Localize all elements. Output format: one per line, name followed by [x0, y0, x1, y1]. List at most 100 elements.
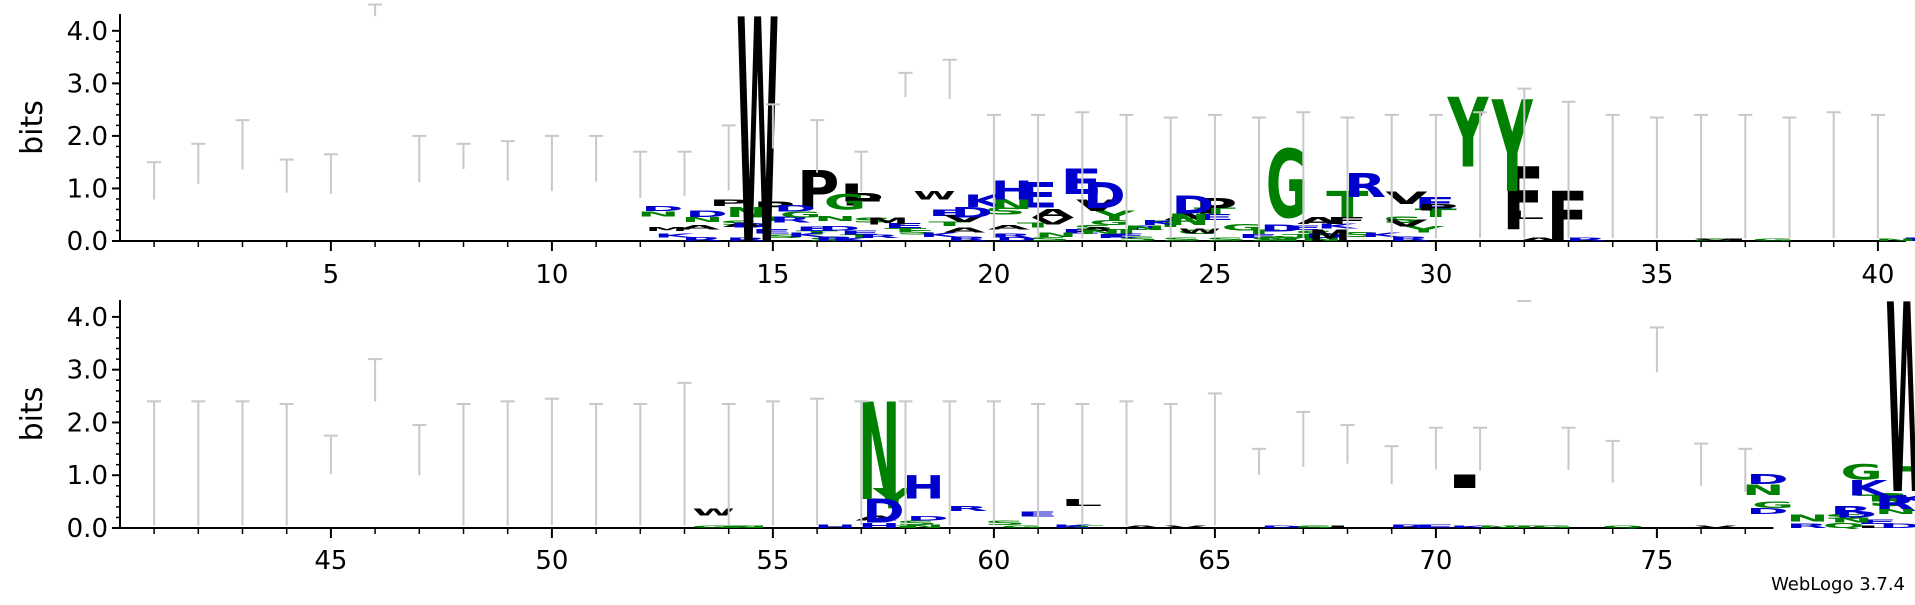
logo-letter-R: R — [1874, 491, 1915, 517]
logo-letter-T: T — [1503, 525, 1545, 529]
logo-letter-T: T — [840, 234, 882, 239]
logo-letter-S: S — [1161, 237, 1203, 242]
logo-letter-K: K — [1052, 524, 1094, 529]
y-tick-label: 2.0 — [67, 408, 108, 438]
logo-letter-R: R — [858, 234, 900, 239]
logo-letter-K: K — [787, 232, 829, 239]
logo-letter-M: M — [866, 216, 908, 228]
y-axis-label: bits — [15, 387, 50, 442]
logo-letter-T: T — [1061, 525, 1103, 529]
logo-letter-M: M — [645, 227, 687, 233]
logo-letter-V: V — [1695, 525, 1737, 529]
logo-letter-D: D — [686, 209, 728, 219]
logo-letter-I: I — [1444, 471, 1486, 493]
logo-letter-R: R — [725, 237, 767, 242]
logo-letter-D: D — [1879, 523, 1915, 530]
logo-letter-V: V — [1164, 525, 1206, 529]
logo-letter-P: P — [841, 190, 883, 210]
x-tick-label: 30 — [1419, 260, 1452, 290]
logo-letter-K: K — [1892, 493, 1915, 505]
logo-letter-Y: Y — [1447, 80, 1490, 190]
y-tick-label: 3.0 — [67, 69, 108, 99]
logo-letter-H: H — [814, 524, 856, 529]
x-tick-label: 15 — [756, 260, 789, 290]
logo-letter-G: G — [780, 210, 822, 219]
logo-letter-D: D — [862, 493, 904, 531]
logo-letter-N: N — [1477, 525, 1519, 529]
logo-letter-R: R — [1565, 237, 1607, 242]
logo-letter-N: N — [1123, 224, 1165, 231]
logo-letter-S: S — [896, 229, 938, 236]
logo-letter-A: A — [1518, 237, 1560, 242]
x-tick-label: 40 — [1861, 260, 1894, 290]
logo-letter-D: D — [641, 204, 683, 213]
logo-letter-T: T — [928, 220, 970, 228]
logo-letter-R: R — [814, 236, 856, 243]
logo-letter-T: T — [752, 215, 794, 223]
logo-letter-A: A — [855, 514, 897, 522]
logo-letter-D: D — [1260, 525, 1302, 529]
logo-letter-R: R — [1344, 166, 1386, 205]
logo-letter-R: R — [769, 216, 811, 225]
x-tick-label: 45 — [314, 546, 347, 576]
logo-letter-N: N — [637, 210, 679, 218]
logo-letter-H: H — [902, 469, 944, 506]
logo-letter-D: D — [995, 236, 1037, 242]
logo-letter-L: L — [1326, 525, 1368, 529]
logo-letter-S: S — [1205, 237, 1247, 242]
logo-letter-M: M — [1308, 226, 1350, 245]
x-tick-label: 20 — [977, 260, 1010, 290]
logo-letter-W: W — [913, 189, 955, 202]
logo-letter-K: K — [919, 232, 961, 239]
logo-letter-V: V — [1032, 216, 1075, 228]
logo-letter-V: V — [1076, 197, 1118, 215]
logo-letter-T: T — [1901, 460, 1915, 502]
logo-letter-D: D — [818, 224, 860, 232]
logo-letter-S: S — [1691, 238, 1733, 242]
logo-letter-R: R — [1786, 523, 1828, 530]
logo-letter-E: E — [795, 226, 837, 233]
y-tick-label: 4.0 — [67, 17, 108, 47]
logo-letter-S: S — [896, 519, 938, 526]
logo-letter-R: R — [681, 236, 723, 242]
logo-letter-K: K — [1361, 232, 1403, 239]
logo-letter-E: E — [1414, 524, 1456, 529]
logo-letter-W: W — [1179, 227, 1221, 235]
logo-letter-K: K — [1847, 476, 1890, 501]
logo-letter-N: N — [1079, 229, 1121, 236]
logo-letter-A: A — [678, 224, 720, 231]
logo-letter-S: S — [984, 519, 1026, 526]
logo-letter-Y: Y — [872, 483, 915, 515]
logo-letter-S: S — [1824, 512, 1866, 520]
logo-letter-K: K — [1096, 233, 1138, 239]
logo-letter-L: L — [1856, 525, 1898, 529]
logo-letter-N: N — [1035, 231, 1077, 238]
logo-letter-K: K — [1317, 222, 1359, 231]
logo-letter-H: H — [991, 176, 1033, 206]
logo-letter-T: T — [1857, 493, 1899, 504]
logo-letter-Y: Y — [1402, 225, 1445, 235]
y-tick-label: 1.0 — [67, 461, 108, 491]
logo-letter-K: K — [654, 233, 696, 239]
logo-letter-S: S — [1249, 237, 1291, 242]
logo-letter-E: E — [751, 228, 793, 235]
logo-letter-S: S — [1868, 490, 1910, 510]
logo-letter-D: D — [1260, 222, 1302, 234]
logo-letter-H: H — [858, 522, 900, 530]
logo-letter-N: N — [681, 216, 723, 224]
logo-letter-V: V — [1695, 238, 1737, 242]
logo-letter-Q: Q — [1823, 521, 1865, 529]
logo-letter-R: R — [946, 505, 988, 513]
logo-letter-P: P — [709, 198, 751, 208]
logo-letter-R: R — [1388, 524, 1430, 529]
logo-letter-K: K — [1450, 525, 1492, 529]
logo-letter-P: P — [753, 199, 795, 213]
logo-letter-S: S — [984, 205, 1026, 217]
logo-letter-Q: Q — [1602, 525, 1644, 529]
logo-letter-D: D — [1172, 192, 1214, 220]
x-tick-label: 65 — [1198, 546, 1231, 576]
weblogo-credit: WebLogo 3.7.4 — [1771, 574, 1905, 595]
logo-letter-T: T — [884, 525, 926, 529]
logo-letter-N: N — [726, 205, 768, 220]
